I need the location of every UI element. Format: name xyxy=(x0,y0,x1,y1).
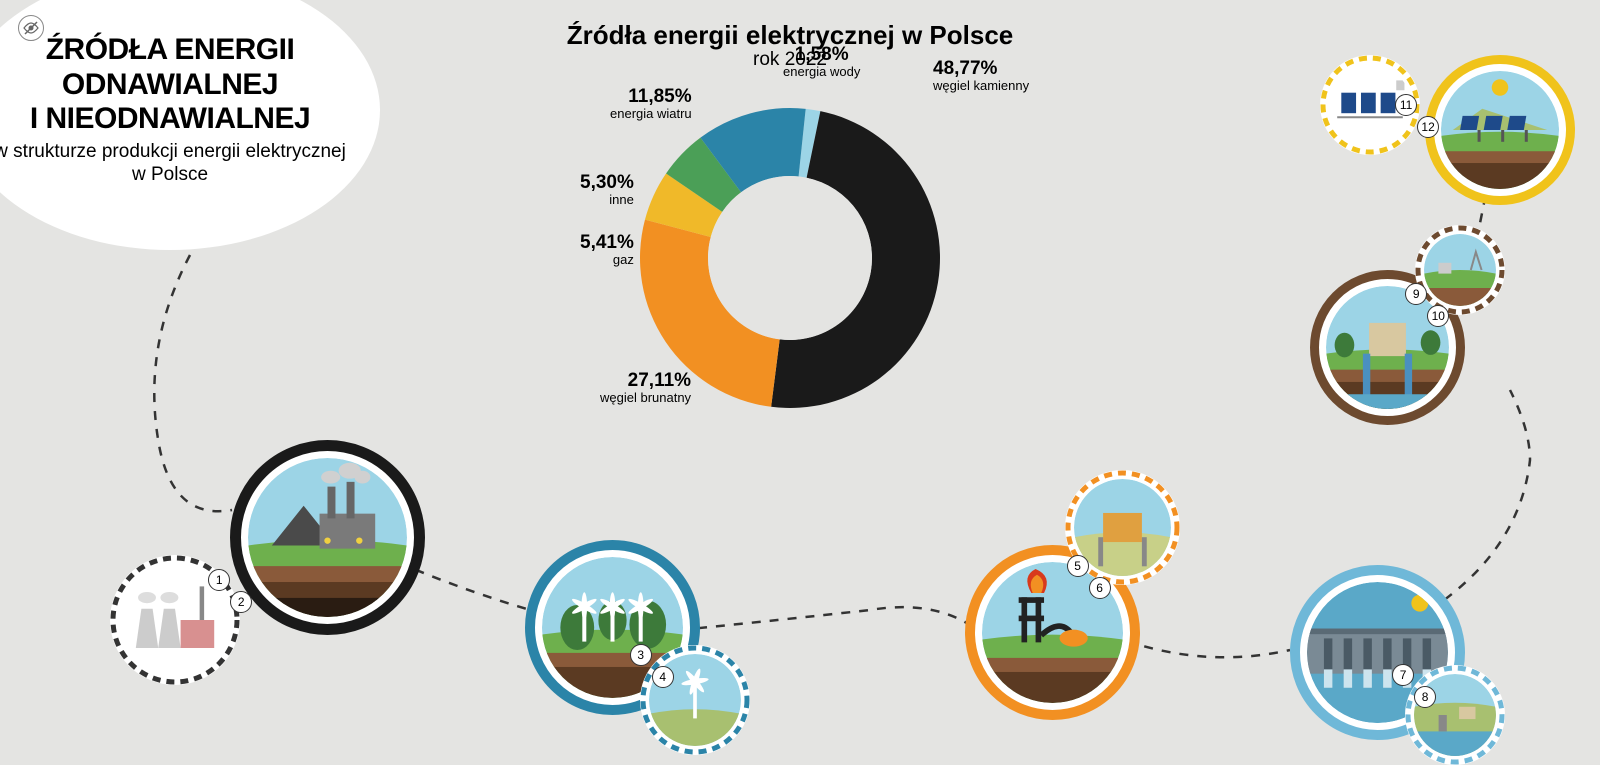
energy-node-detail[interactable] xyxy=(1415,225,1505,315)
node-badge: 7 xyxy=(1392,664,1414,686)
donut-label: 5,30%inne xyxy=(580,173,634,207)
donut-chart-block: Źródła energii elektrycznej w Polsce rok… xyxy=(530,20,1050,423)
energy-node-detail[interactable] xyxy=(640,645,750,755)
donut-label: 48,77%węgiel kamienny xyxy=(933,59,1029,93)
node-badge: 9 xyxy=(1405,283,1427,305)
donut-chart: 1,58%energia wody48,77%węgiel kamienny27… xyxy=(625,93,955,423)
node-badge: 10 xyxy=(1427,305,1449,327)
title-line1: ŹRÓDŁA ENERGII xyxy=(46,33,295,68)
donut-label: 27,11%węgiel brunatny xyxy=(600,371,691,405)
title-card: ŹRÓDŁA ENERGII ODNAWIALNEJ I NIEODNAWIAL… xyxy=(0,0,380,250)
energy-node-solar-farm[interactable] xyxy=(1425,55,1575,205)
energy-node-detail[interactable] xyxy=(1405,665,1505,765)
title-sub: w strukturze produkcji energii elektrycz… xyxy=(0,141,350,187)
donut-label: 1,58%energia wody xyxy=(783,45,860,79)
donut-label: 5,41%gaz xyxy=(580,233,634,267)
node-badge: 8 xyxy=(1414,686,1436,708)
title-line3: I NIEODNAWIALNEJ xyxy=(30,102,310,137)
visibility-icon[interactable] xyxy=(18,15,44,41)
node-badge: 5 xyxy=(1067,555,1089,577)
node-badge: 4 xyxy=(652,666,674,688)
donut-label: 11,85%energia wiatru xyxy=(610,87,692,121)
title-line2: ODNAWIALNEJ xyxy=(62,68,278,103)
node-badge: 2 xyxy=(230,591,252,613)
node-badge: 3 xyxy=(630,644,652,666)
node-badge: 6 xyxy=(1089,577,1111,599)
energy-node-coal-plant[interactable] xyxy=(230,440,425,635)
